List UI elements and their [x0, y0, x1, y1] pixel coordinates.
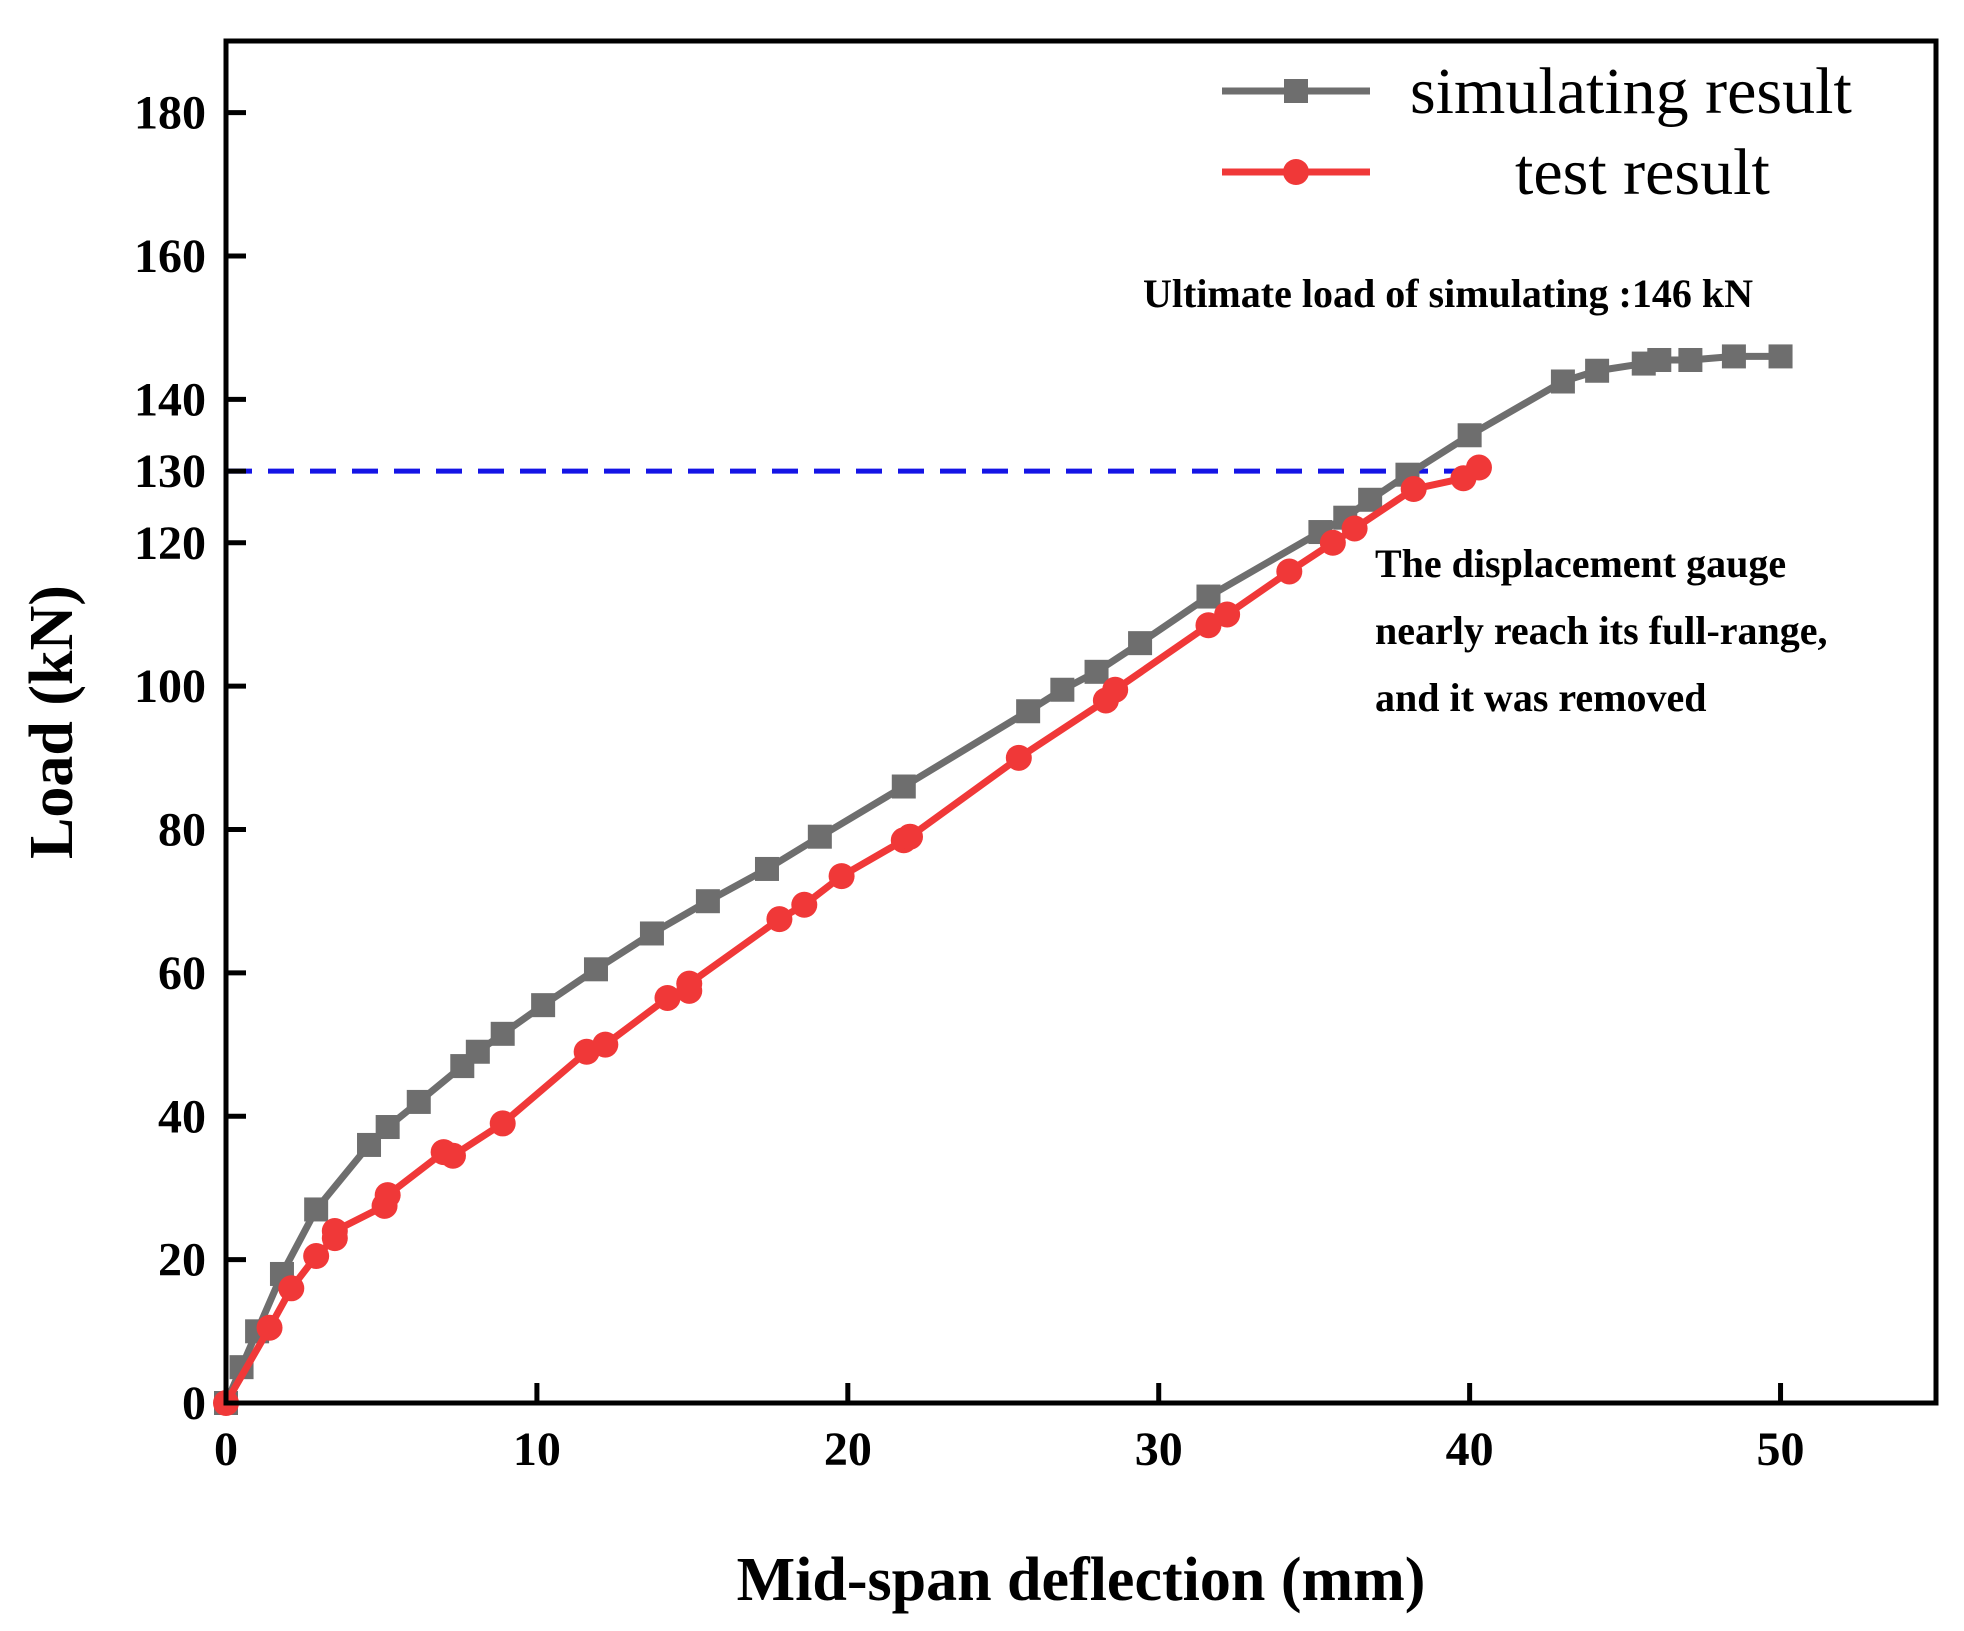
legend: simulating result test result	[1222, 55, 1852, 209]
legend-marker-test	[1283, 159, 1309, 185]
data-point-simulating	[465, 1039, 490, 1064]
data-point-simulating	[695, 889, 720, 914]
data-point-simulating	[1678, 347, 1703, 372]
data-point-test	[1276, 558, 1303, 585]
data-point-test	[374, 1182, 401, 1209]
series-layer	[213, 344, 1793, 1416]
data-point-simulating	[639, 921, 664, 946]
legend-label-simulating: simulating result	[1410, 55, 1852, 128]
data-point-test	[1005, 744, 1032, 771]
y-axis-title: Load (kN)	[18, 585, 86, 859]
data-point-simulating	[1050, 677, 1075, 702]
data-point-test	[1319, 529, 1346, 556]
data-point-simulating	[1647, 347, 1672, 372]
x-tick-label: 50	[1757, 1423, 1805, 1476]
x-tick-label: 10	[513, 1423, 561, 1476]
data-point-simulating	[754, 856, 779, 881]
annotation-gauge-line: nearly reach its full-range,	[1375, 608, 1828, 653]
data-point-test	[766, 906, 793, 933]
data-point-simulating	[1196, 584, 1221, 609]
y-tick-label: 0	[182, 1377, 206, 1430]
data-point-test	[489, 1110, 516, 1137]
y-tick-label: 80	[158, 804, 206, 857]
x-axis-title: Mid-span deflection (mm)	[737, 1546, 1426, 1614]
data-point-test	[278, 1275, 305, 1302]
y-tick-label: 160	[134, 230, 206, 283]
y-tick-label: 140	[134, 373, 206, 426]
data-point-test	[439, 1142, 466, 1169]
annotation-gauge-line: The displacement gauge	[1375, 541, 1786, 586]
data-point-simulating	[1585, 358, 1610, 383]
data-point-test	[1102, 676, 1129, 703]
data-point-simulating	[1016, 699, 1041, 724]
series-line-test	[222, 464, 1481, 1405]
data-point-simulating	[304, 1197, 329, 1222]
annotation-ultimate-load: Ultimate load of simulating :146 kN	[1143, 271, 1753, 316]
series-line-simulating	[222, 352, 1781, 1405]
y-tick-label: 120	[134, 517, 206, 570]
data-point-simulating	[891, 774, 916, 799]
data-point-simulating	[490, 1021, 515, 1046]
annotation-gauge-line: and it was removed	[1375, 675, 1706, 720]
data-point-test	[1214, 601, 1241, 628]
data-point-simulating	[406, 1089, 431, 1114]
data-point-simulating	[531, 993, 556, 1018]
data-point-test	[897, 823, 923, 850]
data-point-simulating	[1457, 423, 1482, 448]
y-tick-label: 60	[158, 947, 206, 1000]
data-point-test	[256, 1314, 283, 1341]
y-tick-label: 180	[134, 87, 206, 140]
data-point-simulating	[1128, 631, 1153, 656]
ticks-layer: 0 10 20 30 40 50 0 20 40 60 80 100 120 130 140 160 180	[134, 87, 1805, 1476]
data-point-simulating	[1550, 369, 1575, 394]
data-point-test	[592, 1031, 619, 1058]
y-tick-label: 20	[158, 1234, 206, 1287]
y-tick-label: 100	[134, 660, 206, 713]
x-tick-label: 40	[1446, 1423, 1494, 1476]
data-point-simulating	[1084, 659, 1109, 684]
plot-frame	[223, 38, 1939, 1406]
y-tick-label: 130	[134, 445, 206, 498]
data-point-simulating	[1768, 344, 1793, 369]
data-point-simulating	[1721, 344, 1746, 369]
data-point-test	[676, 970, 703, 997]
data-point-test	[321, 1217, 348, 1244]
data-point-test	[1341, 515, 1368, 542]
data-point-test	[791, 891, 818, 918]
x-tick-label: 20	[824, 1423, 872, 1476]
x-tick-label: 0	[214, 1423, 238, 1476]
data-point-test	[1465, 454, 1492, 481]
y-tick-label: 40	[158, 1090, 206, 1143]
x-tick-label: 30	[1135, 1423, 1183, 1476]
legend-marker-simulating	[1284, 79, 1308, 103]
data-point-test	[303, 1243, 330, 1270]
data-point-simulating	[375, 1115, 400, 1140]
data-point-test	[1400, 476, 1427, 503]
data-point-simulating	[583, 957, 608, 982]
legend-label-test: test result	[1515, 136, 1770, 209]
data-point-test	[828, 863, 855, 890]
data-point-simulating	[1358, 487, 1383, 512]
data-point-test	[654, 984, 681, 1011]
data-point-simulating	[807, 824, 832, 849]
